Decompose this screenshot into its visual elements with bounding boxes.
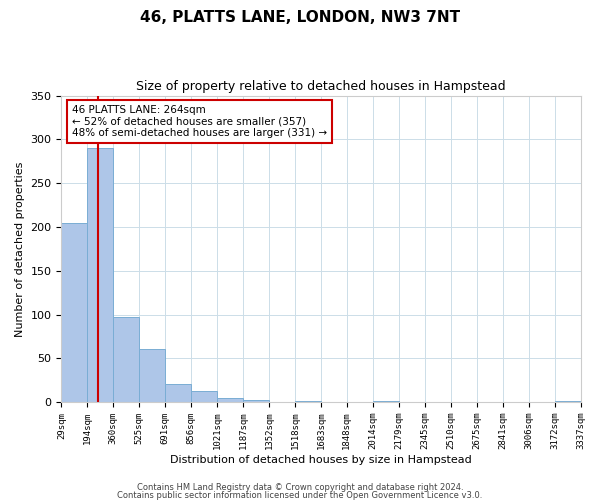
Bar — [554, 401, 581, 402]
Bar — [113, 317, 139, 402]
Title: Size of property relative to detached houses in Hampstead: Size of property relative to detached ho… — [136, 80, 506, 93]
Bar — [139, 348, 165, 402]
Bar — [243, 400, 269, 402]
Bar — [165, 384, 191, 402]
Text: 46 PLATTS LANE: 264sqm
← 52% of detached houses are smaller (357)
48% of semi-de: 46 PLATTS LANE: 264sqm ← 52% of detached… — [72, 105, 327, 138]
Bar — [61, 222, 87, 402]
Text: 46, PLATTS LANE, LONDON, NW3 7NT: 46, PLATTS LANE, LONDON, NW3 7NT — [140, 10, 460, 25]
Bar — [191, 390, 217, 402]
Bar — [217, 398, 243, 402]
X-axis label: Distribution of detached houses by size in Hampstead: Distribution of detached houses by size … — [170, 455, 472, 465]
Bar — [295, 401, 321, 402]
Y-axis label: Number of detached properties: Number of detached properties — [15, 161, 25, 336]
Bar — [373, 401, 399, 402]
Text: Contains public sector information licensed under the Open Government Licence v3: Contains public sector information licen… — [118, 491, 482, 500]
Text: Contains HM Land Registry data © Crown copyright and database right 2024.: Contains HM Land Registry data © Crown c… — [137, 484, 463, 492]
Bar — [87, 148, 113, 402]
